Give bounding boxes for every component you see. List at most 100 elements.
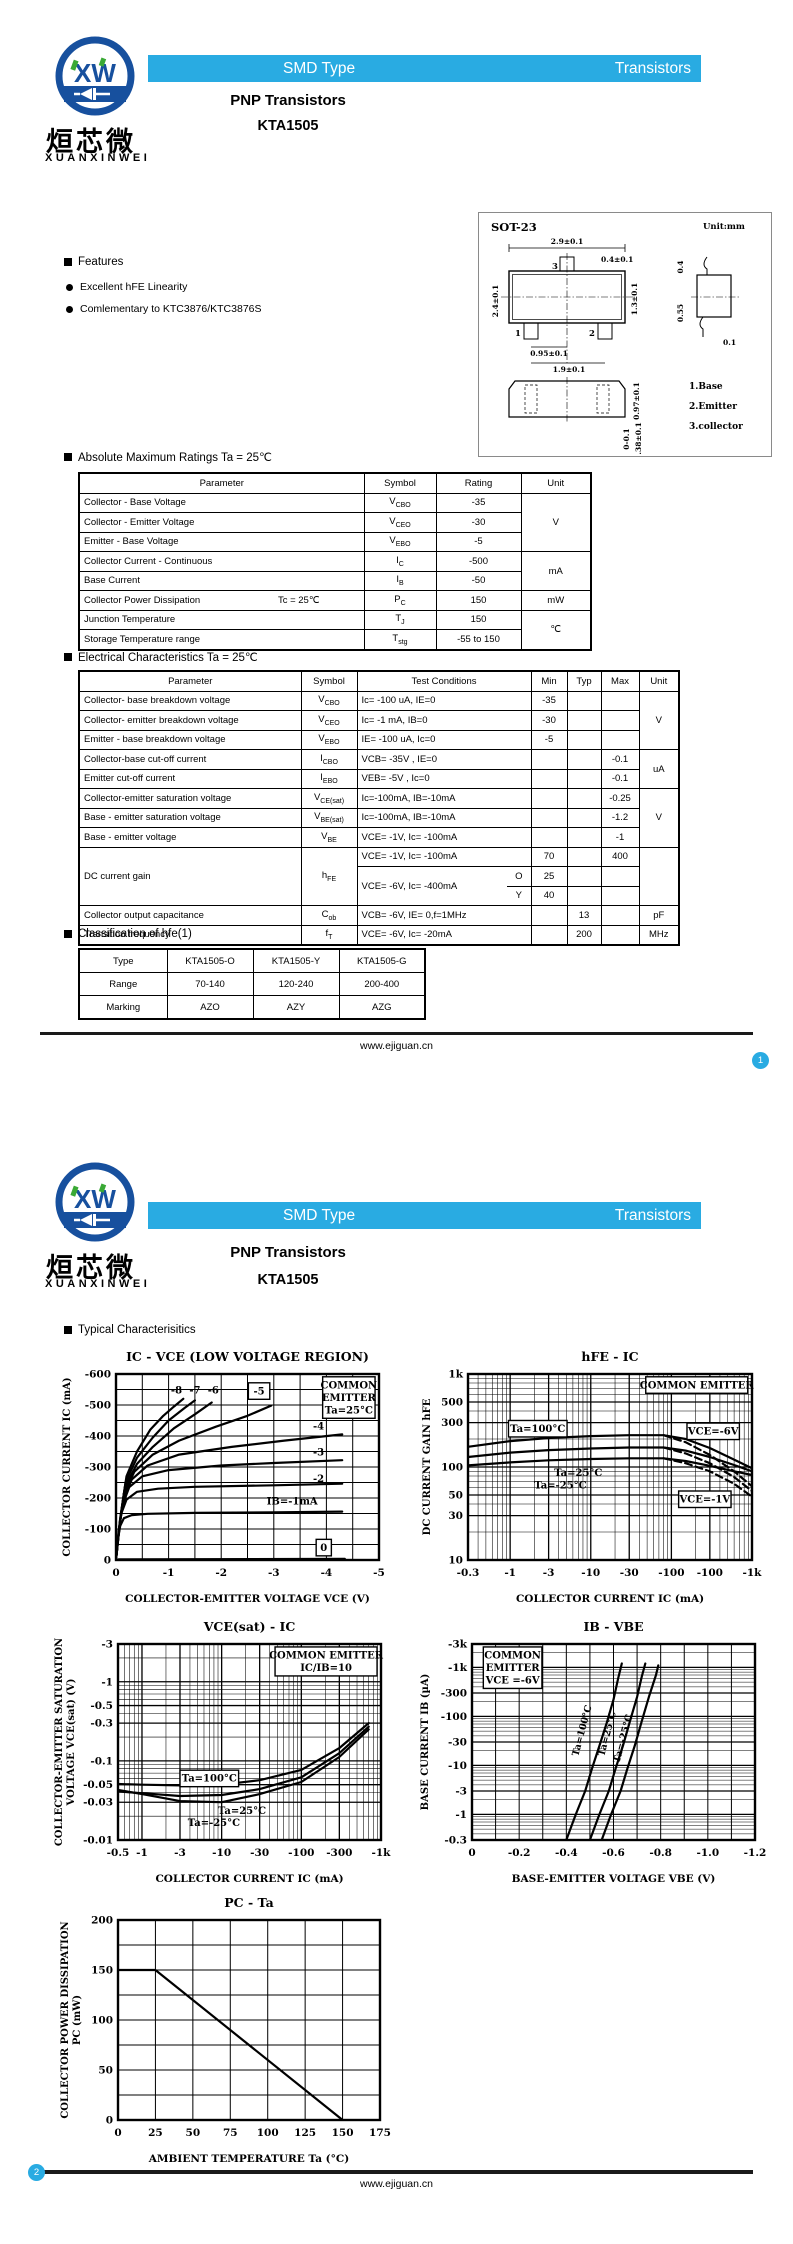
- svg-text:EMITTER: EMITTER: [322, 1393, 377, 1404]
- svg-text:-0.1: -0.1: [90, 1755, 113, 1767]
- brand-name-latin: XUANXINWEI: [45, 152, 151, 164]
- svg-text:100: 100: [91, 2015, 113, 2027]
- doc-part-number: KTA1505: [257, 1272, 319, 1288]
- table-row: Collector Power Dissipation Tc = 25℃ PC 1…: [78, 590, 592, 611]
- svg-text:Ta=25°C: Ta=25°C: [554, 1468, 602, 1479]
- svg-text:-100: -100: [658, 1567, 684, 1579]
- doc-title: PNP Transistors: [230, 92, 346, 109]
- page-number-badge: 2: [28, 2164, 45, 2181]
- pin-legend-collector: 3.collector: [689, 422, 743, 432]
- svg-text:-0.3: -0.3: [444, 1835, 467, 1847]
- svg-text:-8: -8: [171, 1385, 182, 1396]
- svg-text:0: 0: [106, 2115, 113, 2127]
- svg-text:0: 0: [112, 1567, 119, 1579]
- svg-text:150: 150: [91, 1965, 113, 1977]
- table-row: Base Current IB -50: [78, 570, 591, 591]
- dim-tab-height: 0.97±0.1: [632, 382, 641, 420]
- svg-text:-0.3: -0.3: [457, 1567, 480, 1579]
- svg-text:hFE - IC: hFE - IC: [581, 1349, 638, 1364]
- brand-logo-icon: XW: [55, 36, 135, 116]
- svg-text:Ta=25°C: Ta=25°C: [325, 1405, 373, 1416]
- package-name: SOT-23: [491, 220, 537, 234]
- table-row: Type KTA1505-O KTA1505-Y KTA1505-G: [78, 948, 426, 973]
- table-row: Junction Temperature TJ 150 ℃: [78, 609, 592, 650]
- svg-text:125: 125: [294, 2127, 316, 2139]
- svg-text:-400: -400: [85, 1431, 111, 1443]
- svg-text:-0.05: -0.05: [83, 1779, 113, 1791]
- svg-text:EMITTER: EMITTER: [486, 1663, 541, 1674]
- svg-text:-10: -10: [448, 1760, 467, 1772]
- svg-text:-0.01: -0.01: [83, 1835, 113, 1847]
- svg-text:VCE=-1V: VCE=-1V: [679, 1495, 731, 1506]
- svg-text:175: 175: [369, 2127, 391, 2139]
- features-heading: Features: [64, 256, 123, 268]
- svg-text:IC/IB=10: IC/IB=10: [300, 1663, 352, 1674]
- svg-text:VCE=-6V: VCE=-6V: [687, 1427, 739, 1438]
- footer-rule: [40, 2170, 753, 2174]
- svg-text:BASE-EMITTER VOLTAGE VBE (V): BASE-EMITTER VOLTAGE VBE (V): [512, 1873, 716, 1885]
- svg-text:-300: -300: [326, 1847, 352, 1859]
- dim-lead-top: 0.4: [676, 260, 685, 273]
- svg-text:IC - VCE (LOW VOLTAGE REGION: IC - VCE (LOW VOLTAGE REGION): [126, 1349, 369, 1364]
- brand-name-cn: 烜芯微: [46, 1253, 136, 1284]
- svg-text:-1: -1: [504, 1567, 516, 1579]
- svg-text:COMMON EMITTER: COMMON EMITTER: [640, 1380, 755, 1391]
- svg-text:-4: -4: [321, 1567, 333, 1579]
- svg-text:-600: -600: [85, 1369, 111, 1381]
- dim-inner-height: 1.3±0.1: [630, 283, 639, 315]
- chart-pc-ta: PC - Ta 0 25 50 75 100 125 150 175 0 50 100 150 200 AM…: [56, 1892, 396, 2173]
- table-row: DC current gain hFE VCE= -1V, Ic= -100mA…: [78, 846, 680, 906]
- pin-legend-base: 1.Base: [689, 382, 723, 392]
- svg-text:-0.03: -0.03: [83, 1797, 113, 1809]
- header-banner: SMD Type Transistors: [148, 55, 701, 82]
- svg-text:COMMON: COMMON: [484, 1650, 541, 1661]
- table-row: Collector- emitter breakdown voltage VCE…: [78, 710, 679, 731]
- svg-text:1k: 1k: [448, 1369, 463, 1381]
- brand-logo-icon: XW: [55, 1162, 135, 1242]
- dim-body-width: 2.9±0.1: [551, 237, 583, 246]
- svg-text:-7: -7: [189, 1385, 200, 1396]
- svg-text:-1k: -1k: [448, 1662, 468, 1674]
- svg-text:-1: -1: [101, 1676, 113, 1688]
- svg-text:75: 75: [223, 2127, 238, 2139]
- svg-text:100: 100: [257, 2127, 279, 2139]
- svg-text:COMMON: COMMON: [321, 1380, 378, 1391]
- table-row: Transition frequency fT VCE= -6V, Ic= -2…: [78, 924, 680, 946]
- svg-text:COLLECTOR-EMITTER VOLTAGE VCE: COLLECTOR-EMITTER VOLTAGE VCE (V): [125, 1593, 370, 1605]
- feature-item: Comlementary to KTC3876/KTC3876S: [66, 303, 262, 315]
- table-row: Emitter - base breakdown voltage VEBO IE…: [78, 729, 679, 750]
- svg-text:-1k: -1k: [743, 1567, 763, 1579]
- svg-text:-3: -3: [455, 1786, 467, 1798]
- svg-text:-100: -100: [85, 1524, 111, 1536]
- svg-text:VCE(sat) - IC: VCE(sat) - IC: [203, 1619, 296, 1634]
- svg-text:XW: XW: [74, 1184, 116, 1214]
- svg-text:COLLECTOR-EMITTER SATURATION: COLLECTOR-EMITTER SATURATION: [54, 1638, 65, 1846]
- section-marker-icon: [64, 653, 72, 661]
- svg-text:VCE =-6V: VCE =-6V: [485, 1675, 540, 1686]
- table-header-row: Parameter Symbol Test Conditions Min Typ…: [78, 670, 680, 692]
- dim-body-height: 2.4±0.1: [491, 285, 500, 317]
- svg-text:-3k: -3k: [448, 1639, 468, 1651]
- svg-text:Ta=100°C: Ta=100°C: [182, 1774, 237, 1785]
- svg-text:Ta=-25°C: Ta=-25°C: [188, 1818, 240, 1829]
- svg-text:-0.8: -0.8: [649, 1847, 672, 1859]
- svg-text:XW: XW: [74, 58, 116, 88]
- section-marker-icon: [64, 258, 72, 266]
- svg-text:30: 30: [448, 1510, 463, 1522]
- banner-right-label: Transistors: [614, 1206, 691, 1224]
- svg-text:500: 500: [441, 1396, 463, 1408]
- package-outline-figure: SOT-23 Unit:mm 2.9±0.1 0.4±0.1 3 1 2 2.4…: [478, 212, 772, 460]
- table-row: Marking AZO AZY AZG: [78, 995, 426, 1020]
- pin3-number: 3: [552, 262, 558, 272]
- svg-text:300: 300: [441, 1417, 463, 1429]
- dim-thickness: 0.1: [723, 338, 736, 347]
- dim-pitch: 0.95±0.1: [530, 349, 568, 358]
- svg-text:-1k: -1k: [372, 1847, 392, 1859]
- page-2: XW 烜芯微 XUANXINWEI SMD Type Transistors P…: [0, 1122, 793, 2244]
- svg-text:-30: -30: [448, 1737, 467, 1749]
- pin1-number: 1: [515, 329, 521, 339]
- svg-text:-3: -3: [268, 1567, 280, 1579]
- doc-title: PNP Transistors: [230, 1244, 346, 1261]
- svg-text:COLLECTOR CURRENT IC (mA): COLLECTOR CURRENT IC (mA): [516, 1593, 704, 1605]
